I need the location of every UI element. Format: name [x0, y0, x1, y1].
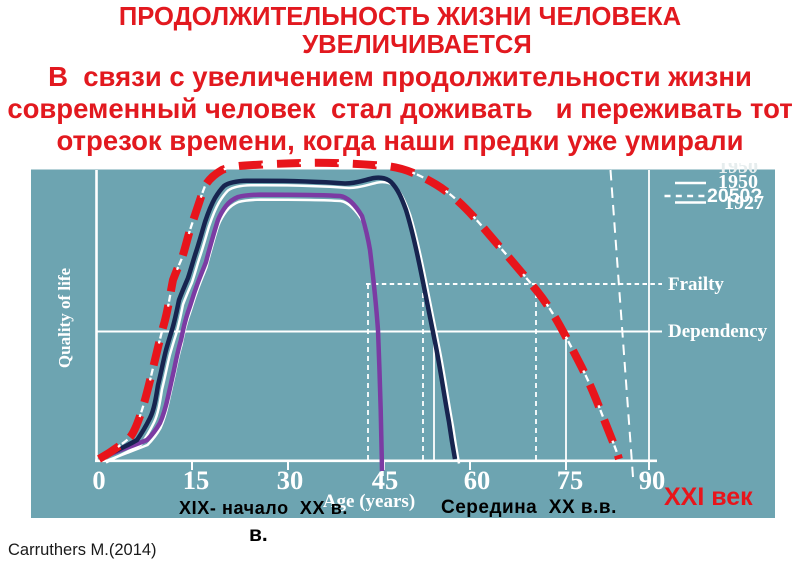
- svg-text:45: 45: [372, 465, 399, 495]
- svg-text:Age (years): Age (years): [323, 491, 415, 512]
- svg-text:75: 75: [557, 465, 584, 495]
- svg-text:60: 60: [464, 465, 491, 495]
- svg-text:Dependency: Dependency: [668, 321, 768, 342]
- svg-text:1950: 1950: [718, 171, 758, 193]
- svg-text:0: 0: [92, 465, 105, 495]
- svg-text:90: 90: [639, 465, 666, 495]
- svg-text:Quality of life: Quality of life: [55, 268, 74, 369]
- svg-text:Frailty: Frailty: [668, 274, 724, 295]
- svg-text:1927: 1927: [724, 192, 764, 214]
- svg-text:2050?: 2050?: [707, 185, 762, 207]
- svg-text:30: 30: [277, 465, 304, 495]
- svg-text:15: 15: [183, 465, 210, 495]
- svg-text:1950: 1950: [718, 156, 758, 178]
